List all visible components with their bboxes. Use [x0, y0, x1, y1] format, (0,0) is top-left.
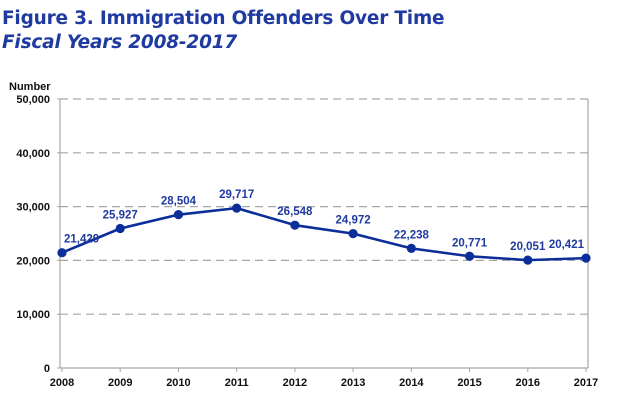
series-line: [61, 206, 587, 262]
y-tick-labels: 0 10,000 20,000 30,000 40,000 50,000: [16, 94, 50, 375]
chart-title: Figure 3. Immigration Offenders Over Tim…: [2, 8, 445, 29]
y-tick-label: 10,000: [16, 309, 50, 321]
data-label: 29,717: [219, 189, 254, 201]
y-tick-label: 50,000: [16, 94, 50, 106]
data-points: [57, 203, 591, 265]
y-tick-label: 30,000: [16, 202, 50, 214]
x-tick-label: 2011: [225, 377, 249, 389]
x-tick-label: 2015: [457, 377, 481, 389]
data-label: 20,051: [510, 241, 546, 253]
y-tick-label: 20,000: [16, 255, 50, 267]
y-tick-label: 0: [44, 363, 50, 375]
x-tick-label: 2017: [574, 377, 598, 389]
data-point: [348, 229, 358, 239]
x-tick-label: 2010: [166, 377, 190, 389]
x-tick-label: 2013: [341, 377, 365, 389]
series-line-path: [61, 206, 587, 262]
data-point: [290, 220, 300, 230]
x-tick-labels: 2008 2009 2010 2011 2012 2013 2014 2015 2016 2017: [50, 377, 598, 389]
data-label: 26,548: [277, 206, 313, 218]
x-tick-label: 2012: [283, 377, 307, 389]
data-label: 21,429: [64, 234, 99, 246]
data-label: 20,771: [452, 237, 488, 249]
y-axis-label: Number: [9, 81, 51, 93]
data-point: [115, 223, 125, 234]
data-point: [523, 255, 533, 265]
data-point: [173, 210, 184, 220]
x-tick-label: 2009: [108, 377, 132, 389]
data-label: 22,238: [394, 229, 430, 241]
data-point: [57, 248, 67, 258]
data-point: [581, 253, 591, 263]
data-label: 20,421: [549, 239, 585, 251]
data-label: 24,972: [336, 215, 371, 227]
data-point: [232, 203, 242, 213]
data-point: [406, 243, 416, 253]
data-point: [464, 251, 475, 261]
chart-subtitle: Fiscal Years 2008-2017: [2, 32, 238, 53]
data-label: 25,927: [103, 210, 138, 222]
data-label: 28,504: [161, 196, 197, 208]
data-labels: 21,429 25,927 28,504 29,717 26,548 24,972 22,2…: [64, 189, 585, 253]
y-tick-label: 40,000: [16, 148, 50, 160]
x-tick-label: 2016: [516, 377, 540, 389]
x-tick-label: 2014: [399, 377, 424, 389]
gridlines: [60, 98, 588, 315]
axes: [57, 98, 589, 372]
x-tick-label: 2008: [50, 377, 74, 389]
